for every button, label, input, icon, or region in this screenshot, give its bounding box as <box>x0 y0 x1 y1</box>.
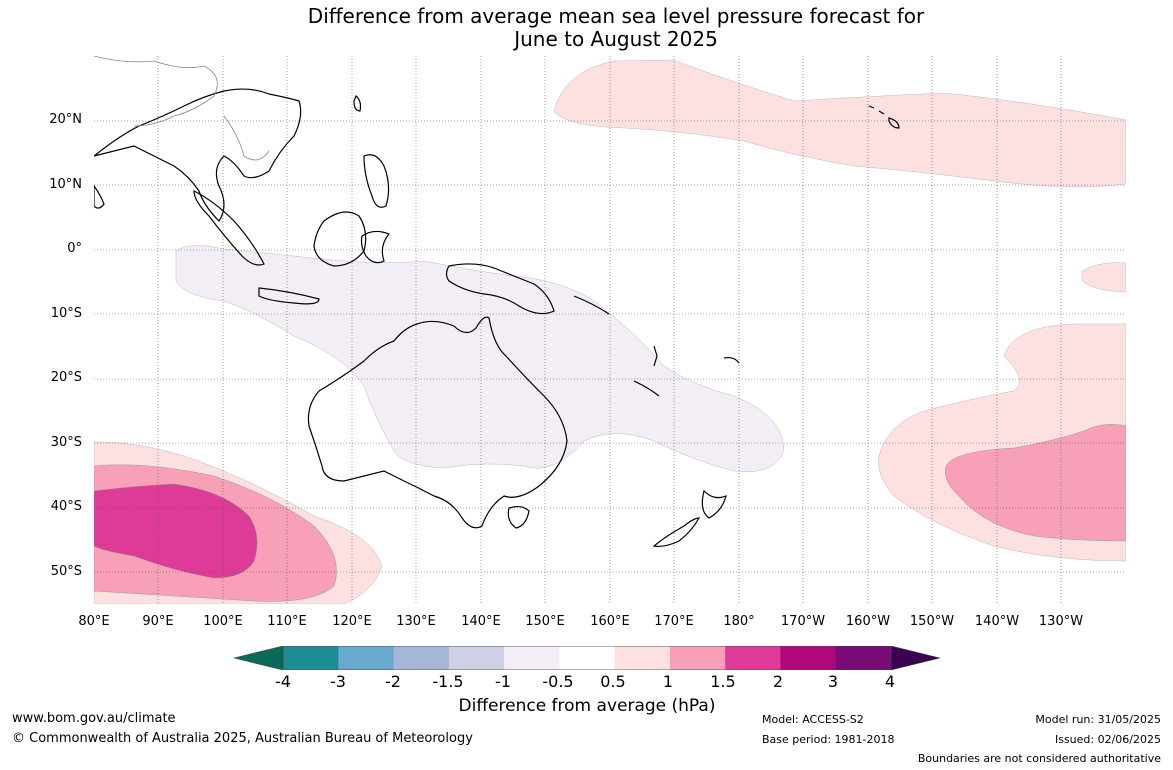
colorbar-segment <box>669 646 726 670</box>
borneo-coastline <box>313 211 367 267</box>
new-guinea-coastline <box>445 263 555 315</box>
colorbar-tick: -0.5 <box>542 672 574 691</box>
colorbar-label: Difference from average (hPa) <box>458 696 716 716</box>
lon-label: 80°E <box>78 614 110 629</box>
negative-anomaly-region <box>175 245 785 473</box>
lat-label: 30°S <box>50 435 82 450</box>
colorbar-segment <box>559 646 616 670</box>
colorbar <box>234 646 940 670</box>
lat-label: 50°S <box>50 564 82 579</box>
lon-label: 160°W <box>845 614 891 629</box>
colorbar-tick: 2 <box>772 672 784 691</box>
colorbar-tick: 4 <box>884 672 896 691</box>
colorbar-tick: -1 <box>495 672 511 691</box>
lon-label: 140°W <box>974 614 1020 629</box>
bom-website-link[interactable]: www.bom.gov.au/climate <box>12 711 176 726</box>
lon-label: 140°E <box>461 614 501 629</box>
lon-label: 180° <box>723 614 755 629</box>
southeast-asia-coastline <box>94 88 302 222</box>
map-title-line-2: June to August 2025 <box>514 27 718 51</box>
lon-label: 110°E <box>267 614 307 629</box>
new-caledonia <box>633 380 660 397</box>
colorbar-tick: 1 <box>662 672 674 691</box>
colorbar-tick: 1.5 <box>710 672 736 691</box>
colorbar-segment <box>504 646 560 670</box>
sulawesi-coastline <box>360 230 390 264</box>
colorbar-segment <box>614 646 671 670</box>
new-zealand-south-island <box>652 517 701 548</box>
lon-label: 120°E <box>332 614 372 629</box>
lon-label: 170°W <box>780 614 826 629</box>
sumatra-coastline <box>193 190 265 266</box>
positive-anomaly-north-pacific <box>553 59 1126 188</box>
coastlines <box>94 88 900 548</box>
model-run-date: Model run: 31/05/2025 <box>1035 713 1161 726</box>
lon-label: 100°E <box>203 614 243 629</box>
colorbar-tick: -2 <box>385 672 401 691</box>
lon-label: 170°E <box>654 614 694 629</box>
tasmania-coastline <box>507 505 530 529</box>
pressure-anomaly-map <box>94 56 1126 604</box>
lon-label: 130°E <box>396 614 436 629</box>
base-period: Base period: 1981-2018 <box>762 733 895 746</box>
colorbar-tick: -1.5 <box>432 672 464 691</box>
boundaries-disclaimer: Boundaries are not considered authoritat… <box>917 752 1161 765</box>
java-coastline <box>258 287 320 305</box>
map-title-line-1: Difference from average mean sea level p… <box>307 4 925 28</box>
colorbar-extension-low <box>234 646 284 670</box>
lon-label: 160°E <box>590 614 630 629</box>
new-zealand-north-island <box>701 489 727 519</box>
lat-label: 20°S <box>50 370 82 385</box>
lon-label: 150°E <box>525 614 565 629</box>
colorbar-segment <box>448 646 505 670</box>
colorbar-tick: -3 <box>330 672 346 691</box>
philippines-coastline <box>363 154 390 208</box>
colorbar-segment <box>338 646 395 670</box>
copyright-text: © Commonwealth of Australia 2025, Austra… <box>12 731 473 746</box>
fiji-islands <box>723 356 740 364</box>
lat-label: 10°S <box>50 306 82 321</box>
taiwan-coastline <box>353 95 362 112</box>
colorbar-segment <box>835 646 892 670</box>
lat-label: 0° <box>67 241 82 256</box>
positive-anomaly-south-pacific-inner <box>945 424 1126 542</box>
graticule <box>94 56 1126 604</box>
australia-coastline <box>307 316 568 529</box>
hawaii-islands <box>868 105 900 129</box>
positive-anomaly-east-equatorial <box>1081 262 1126 293</box>
country-borders <box>94 56 270 161</box>
colorbar-segment <box>393 646 450 670</box>
model-name: Model: ACCESS-S2 <box>762 713 864 726</box>
positive-anomaly-indian-ocean-core <box>94 483 258 579</box>
lat-label: 10°N <box>49 177 82 192</box>
vanuatu-islands <box>653 345 658 367</box>
lon-label: 90°E <box>142 614 174 629</box>
colorbar-segment <box>725 646 781 670</box>
issued-date: Issued: 02/06/2025 <box>1054 733 1161 746</box>
colorbar-segment <box>283 646 339 670</box>
colorbar-extension-high <box>890 646 940 670</box>
colorbar-tick: 0.5 <box>600 672 626 691</box>
colorbar-tick: -4 <box>275 672 291 691</box>
colorbar-tick: 3 <box>827 672 839 691</box>
lon-label: 150°W <box>909 614 955 629</box>
lon-label: 130°W <box>1038 614 1084 629</box>
colorbar-segment <box>780 646 837 670</box>
lat-label: 40°S <box>50 499 82 514</box>
solomon-islands <box>573 295 610 315</box>
sri-lanka-coastline <box>94 184 105 209</box>
lat-label: 20°N <box>49 112 82 127</box>
